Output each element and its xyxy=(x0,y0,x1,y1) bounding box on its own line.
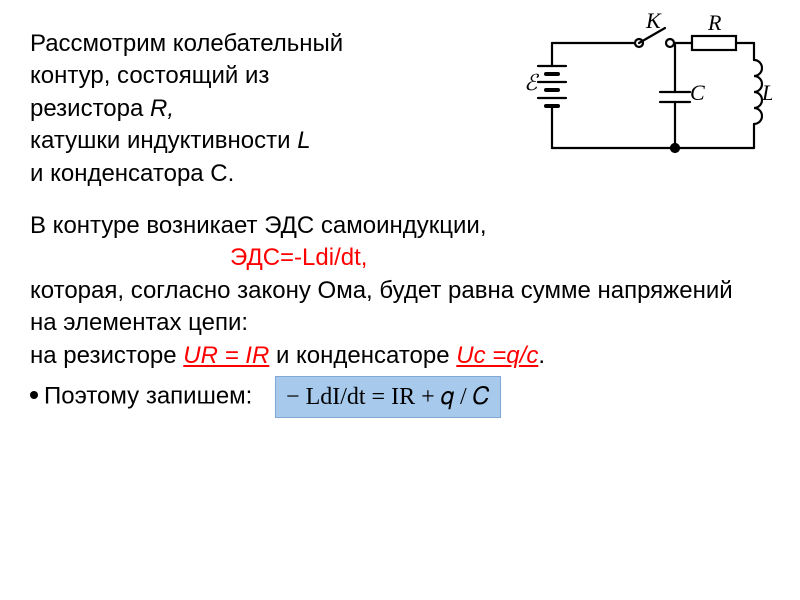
p2-l3-a: на резисторе xyxy=(30,342,183,369)
p1-line4: катушки индуктивности L xyxy=(30,125,530,157)
p1-l3-r: R, xyxy=(150,95,174,122)
p2-l3-b: и конденсаторе xyxy=(269,342,456,369)
bullet-text: Поэтому запишем: xyxy=(44,382,252,409)
p2-bullet-line: Поэтому запишем: − LdI/dt = IR + 𝑞 / 𝐶 xyxy=(30,376,750,418)
paragraph-2: В контуре возникает ЭДС самоиндукции, ЭД… xyxy=(30,210,750,418)
paragraph-1: Рассмотрим колебательный контур, состоящ… xyxy=(30,28,530,190)
p1-line2: контур, состоящий из xyxy=(30,60,530,92)
p2-line2: которая, согласно закону Ома, будет равн… xyxy=(30,275,750,340)
label-c: C xyxy=(690,80,705,105)
p1-l3-text: резистора xyxy=(30,95,150,122)
equation-box: − LdI/dt = IR + 𝑞 / 𝐶 xyxy=(275,376,501,418)
p2-line3: на резисторе UR = IR и конденсаторе Uс =… xyxy=(30,340,750,372)
p1-l4-l: L xyxy=(297,127,310,154)
circuit-diagram: K R ℰ C L xyxy=(522,8,772,168)
emf-formula: ЭДС=-Ldi/dt, xyxy=(30,242,750,274)
p1-line1: Рассмотрим колебательный xyxy=(30,28,530,60)
p1-l4-text: катушки индуктивности xyxy=(30,127,297,154)
label-r: R xyxy=(707,10,722,35)
p1-line5: и конденсатора С. xyxy=(30,158,530,190)
bullet-icon xyxy=(30,391,38,399)
p1-line3: резистора R, xyxy=(30,93,530,125)
p2-l3-c: . xyxy=(538,342,545,369)
voltage-capacitor: Uс =q/c xyxy=(456,342,538,369)
label-k: K xyxy=(645,8,662,33)
p2-line1: В контуре возникает ЭДС самоиндукции, xyxy=(30,210,750,242)
label-l: L xyxy=(761,80,772,105)
voltage-resistor: UR = IR xyxy=(183,342,269,369)
